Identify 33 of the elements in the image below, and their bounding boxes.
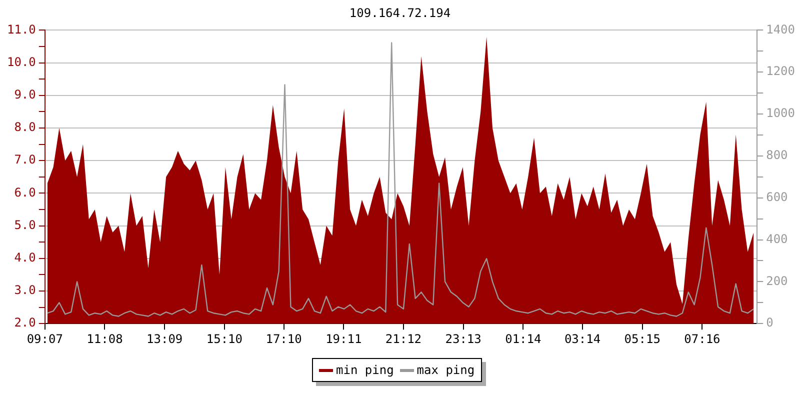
y2-tick-label: 200 (766, 274, 788, 288)
y2-tick-label: 1400 (766, 22, 796, 36)
y-tick-label: 8.0 (14, 120, 36, 134)
y2-tick-label: 0 (766, 316, 774, 330)
y-tick-label: 9.0 (14, 88, 36, 102)
x-tick-label: 13:09 (146, 332, 183, 346)
y2-tick-label: 800 (766, 148, 788, 162)
y2-tick-label: 400 (766, 232, 788, 246)
legend-label: min ping (336, 363, 394, 377)
y-tick-label: 4.0 (14, 250, 36, 265)
y2-tick-label: 1000 (766, 106, 796, 120)
y-tick-label: 10.0 (6, 54, 36, 69)
x-tick-label: 19:11 (326, 332, 362, 346)
x-tick-label: 05:15 (624, 332, 660, 346)
x-tick-label: 07:16 (684, 332, 720, 346)
y-tick-label: 5.0 (14, 218, 36, 232)
x-tick-label: 01:14 (505, 332, 542, 346)
y-tick-label: 11.0 (6, 22, 36, 36)
y-tick-label: 3.0 (14, 283, 36, 298)
y2-tick-label: 1200 (766, 64, 796, 78)
x-tick-label: 15:10 (206, 332, 242, 346)
x-tick-label: 23:13 (445, 332, 482, 346)
chart-title: 109.164.72.194 (348, 6, 452, 20)
y2-tick-label: 600 (766, 190, 788, 204)
x-tick-label: 09:07 (26, 332, 63, 346)
y-tick-label: 6.0 (14, 185, 36, 200)
x-tick-label: 11:08 (86, 332, 123, 346)
y-tick-label: 2.0 (14, 316, 36, 330)
x-tick-label: 03:14 (564, 332, 601, 346)
x-tick-label: 17:10 (266, 332, 302, 346)
x-tick-label: 21:12 (385, 332, 422, 346)
y-tick-label: 7.0 (14, 152, 36, 167)
legend-label: max ping (416, 363, 475, 377)
